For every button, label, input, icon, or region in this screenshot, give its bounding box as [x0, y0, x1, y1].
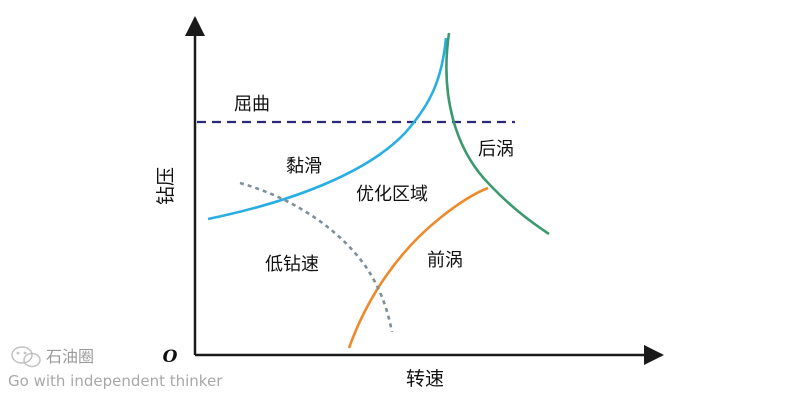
x-axis-label: 转速	[406, 368, 444, 390]
backward-whirl-boundary-curve	[445, 32, 550, 236]
low-rop-boundary-curve	[239, 181, 394, 333]
optimized-region-label: 优化区域	[356, 184, 428, 205]
stick-slip-label: 黏滑	[286, 156, 322, 177]
origin-label: O	[163, 347, 178, 367]
forward-whirl-boundary-curve	[347, 186, 489, 349]
backward-whirl-label: 后涡	[478, 139, 514, 160]
stick-slip-boundary-curve	[207, 37, 448, 221]
wechat-icon	[11, 346, 41, 368]
watermark-brand: 石油圈	[46, 347, 94, 366]
watermark: 石油圈 Go with independent thinker	[8, 346, 223, 390]
forward-whirl-label: 前涡	[427, 250, 463, 271]
y-axis-label: 钻压	[155, 167, 177, 205]
watermark-slogan: Go with independent thinker	[8, 372, 223, 390]
low-rop-label: 低钻速	[265, 254, 319, 275]
buckling-label: 屈曲	[234, 94, 270, 115]
